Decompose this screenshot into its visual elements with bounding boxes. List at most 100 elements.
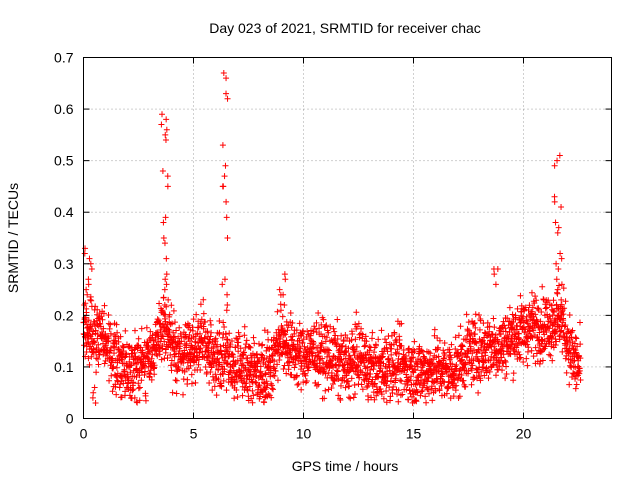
data-point bbox=[137, 359, 144, 366]
data-point bbox=[321, 368, 328, 375]
data-point bbox=[396, 336, 403, 343]
data-point bbox=[233, 335, 240, 342]
data-point bbox=[383, 344, 390, 351]
data-point bbox=[394, 346, 401, 353]
data-point bbox=[219, 281, 226, 288]
data-point bbox=[471, 331, 478, 338]
data-point bbox=[246, 343, 253, 350]
data-point bbox=[381, 336, 388, 343]
data-point bbox=[472, 339, 479, 346]
data-point bbox=[316, 325, 323, 332]
data-point bbox=[429, 397, 436, 404]
data-point bbox=[318, 321, 325, 328]
data-point bbox=[327, 323, 334, 330]
data-point bbox=[142, 368, 149, 375]
data-point bbox=[135, 385, 142, 392]
data-point bbox=[509, 324, 516, 331]
data-point bbox=[271, 372, 278, 379]
data-point bbox=[436, 337, 443, 344]
data-point bbox=[459, 342, 466, 349]
data-point bbox=[173, 377, 180, 384]
data-point bbox=[562, 322, 569, 329]
data-point bbox=[501, 334, 508, 341]
data-point bbox=[231, 395, 238, 402]
data-point bbox=[462, 361, 469, 368]
data-point bbox=[92, 303, 99, 310]
data-point bbox=[514, 305, 521, 312]
data-point bbox=[105, 320, 112, 327]
data-point bbox=[343, 349, 350, 356]
data-point bbox=[242, 364, 249, 371]
data-point bbox=[99, 316, 106, 323]
data-point bbox=[486, 323, 493, 330]
data-point bbox=[221, 366, 228, 373]
data-point bbox=[219, 183, 226, 190]
data-point bbox=[214, 355, 221, 362]
data-point bbox=[463, 311, 470, 318]
data-point bbox=[557, 328, 564, 335]
data-point bbox=[577, 355, 584, 362]
data-point bbox=[218, 383, 225, 390]
data-point bbox=[195, 324, 202, 331]
data-point bbox=[462, 383, 469, 390]
data-point bbox=[529, 304, 536, 311]
data-point bbox=[452, 334, 459, 341]
data-point bbox=[304, 328, 311, 335]
data-point bbox=[322, 370, 329, 377]
data-point bbox=[572, 334, 579, 341]
data-point bbox=[345, 383, 352, 390]
data-point bbox=[279, 325, 286, 332]
data-point bbox=[158, 356, 165, 363]
data-point bbox=[197, 320, 204, 327]
data-point bbox=[556, 152, 563, 159]
data-point bbox=[348, 375, 355, 382]
data-point bbox=[250, 392, 257, 399]
data-point bbox=[283, 370, 290, 377]
data-point bbox=[256, 358, 263, 365]
y-tick-label: 0.2 bbox=[54, 307, 74, 323]
data-point bbox=[441, 351, 448, 358]
data-point bbox=[166, 327, 173, 334]
data-point bbox=[395, 387, 402, 394]
data-point bbox=[293, 327, 300, 334]
data-point bbox=[536, 329, 543, 336]
data-point bbox=[158, 121, 165, 128]
data-point bbox=[159, 111, 166, 118]
data-point bbox=[141, 371, 148, 378]
data-point bbox=[296, 320, 303, 327]
data-point bbox=[208, 364, 215, 371]
data-point bbox=[423, 399, 430, 406]
data-point bbox=[204, 328, 211, 335]
data-point bbox=[335, 392, 342, 399]
data-point bbox=[529, 310, 536, 317]
data-point bbox=[573, 335, 580, 342]
data-point bbox=[572, 385, 579, 392]
data-point bbox=[218, 351, 225, 358]
data-point bbox=[144, 354, 151, 361]
data-point bbox=[355, 362, 362, 369]
y-tick-label: 0.5 bbox=[54, 153, 74, 169]
data-point bbox=[378, 391, 385, 398]
data-point bbox=[569, 327, 576, 334]
data-point bbox=[551, 308, 558, 315]
data-point bbox=[239, 392, 246, 399]
data-point bbox=[168, 302, 175, 309]
data-point bbox=[522, 326, 529, 333]
data-point bbox=[325, 329, 332, 336]
data-point bbox=[347, 395, 354, 402]
data-point bbox=[480, 363, 487, 370]
data-point bbox=[129, 387, 136, 394]
data-point bbox=[502, 375, 509, 382]
data-point bbox=[483, 347, 490, 354]
data-point bbox=[85, 281, 92, 288]
data-point bbox=[335, 376, 342, 383]
data-point bbox=[297, 345, 304, 352]
data-point bbox=[176, 324, 183, 331]
data-point bbox=[171, 319, 178, 326]
data-point bbox=[373, 342, 380, 349]
data-point bbox=[313, 382, 320, 389]
data-point bbox=[318, 365, 325, 372]
data-point bbox=[313, 319, 320, 326]
data-point bbox=[242, 344, 249, 351]
data-point bbox=[532, 344, 539, 351]
